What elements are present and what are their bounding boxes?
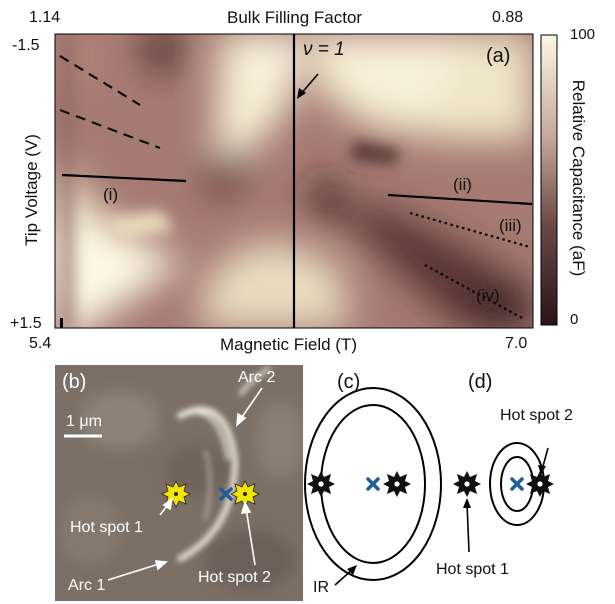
hot-spot-2-label: Hot spot 2 xyxy=(198,569,271,586)
scale-bar-label: 1 μm xyxy=(66,413,102,430)
bottom-left-value: 5.4 xyxy=(29,335,52,352)
colorbar-label: Relative Capacitance (aF) xyxy=(569,79,588,277)
line-label-iii: (iii) xyxy=(499,216,522,235)
capacitance-map xyxy=(55,34,533,328)
y-axis-label: Tip Voltage (V) xyxy=(22,134,41,246)
center-cross-icon xyxy=(219,487,233,501)
hot-spot-d-right xyxy=(526,471,554,497)
panel-c-letter: (c) xyxy=(337,371,361,393)
hot-spot-d-left xyxy=(453,471,481,497)
line-label-iv: (iv) xyxy=(476,286,500,305)
nu-arrowhead xyxy=(297,88,306,99)
dashed-line-lower xyxy=(59,109,161,149)
top-axis-label: Bulk Filling Factor xyxy=(227,8,363,27)
arc1-label: Arc 1 xyxy=(68,577,106,594)
schematic-c xyxy=(304,387,442,586)
arc2-arrow xyxy=(239,387,263,421)
bottom-right-value: 7.0 xyxy=(505,335,528,352)
hot-spot-image xyxy=(55,365,303,601)
center-cross-c-icon xyxy=(366,477,380,491)
ir-label: IR xyxy=(313,579,329,596)
line-label-i: (i) xyxy=(103,185,119,204)
hot-spot-c-right xyxy=(383,471,411,497)
hot-spot-1-label: Hot spot 1 xyxy=(70,519,143,536)
hot-spot-c-left xyxy=(307,471,335,497)
outer-ring xyxy=(304,387,442,581)
bottom-axis-label: Magnetic Field (T) xyxy=(220,335,357,354)
colorbar xyxy=(540,34,558,326)
arc1-arrow xyxy=(107,562,163,581)
panel-a-letter: (a) xyxy=(486,45,511,67)
center-cross-d-icon xyxy=(510,477,524,491)
arc2-label: Arc 2 xyxy=(238,369,276,386)
schematic-d xyxy=(453,442,554,553)
nu-annotation: ν = 1 xyxy=(303,39,345,60)
y-bottom-value: +1.5 xyxy=(10,315,42,332)
dotted-line-iii xyxy=(409,211,531,249)
panel-b-letter: (b) xyxy=(62,371,87,393)
colorbar-min: 0 xyxy=(570,311,579,328)
top-left-value: 1.14 xyxy=(29,9,61,26)
dotted-line-iv xyxy=(424,264,523,319)
line-label-ii: (ii) xyxy=(453,175,472,194)
annotation-lines xyxy=(59,34,533,328)
line-i xyxy=(61,173,187,183)
hot2-arrow xyxy=(245,507,256,566)
hot1-d-arrow xyxy=(466,502,470,553)
top-right-value: 0.88 xyxy=(492,9,524,26)
map-frame xyxy=(54,33,534,329)
y-top-value: -1.5 xyxy=(12,37,40,54)
panel-d-letter: (d) xyxy=(468,371,493,393)
hot-spot-2-d-label: Hot spot 2 xyxy=(500,407,573,424)
line-ii xyxy=(387,193,533,206)
colorbar-max: 100 xyxy=(570,26,596,43)
hot-spot-1-d-label: Hot spot 1 xyxy=(436,561,509,578)
